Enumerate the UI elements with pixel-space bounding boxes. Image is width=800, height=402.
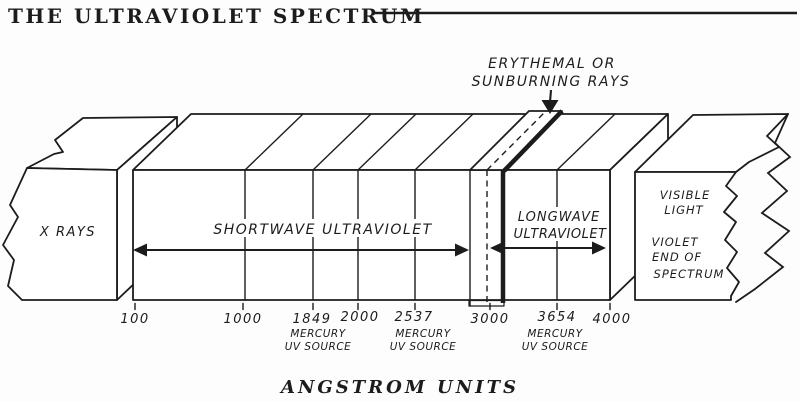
visible-light-block: VISIBLE LIGHT VIOLET END OF SPECTRUM [634, 113, 792, 303]
mercury-note-3654-line1: MERCURY [527, 328, 583, 340]
mercury-note-1849-line2: UV SOURCE [285, 341, 352, 353]
shortwave-arrowhead-left-icon [133, 243, 147, 257]
erythemal-callout-line2: SUNBURNING RAYS [472, 74, 631, 90]
tick-label-100: 100 [120, 312, 149, 327]
xrays-front-face [2, 167, 118, 301]
xrays-label: X RAYS [39, 225, 96, 240]
visible-label-4: END OF [652, 250, 702, 264]
visible-label-3: VIOLET [651, 235, 698, 249]
visible-top-face [634, 113, 789, 173]
page-title: THE ULTRAVIOLET SPECTRUM [8, 4, 425, 28]
longwave-label-1: LONGWAVE [518, 210, 600, 225]
longwave-label-mask [514, 207, 606, 241]
header: THE ULTRAVIOLET SPECTRUM [8, 4, 797, 28]
shortwave-label: SHORTWAVE ULTRAVIOLET [213, 222, 432, 238]
erythemal-band [468, 109, 564, 307]
mercury-note-1849-line1: MERCURY [290, 328, 346, 340]
tick-label-4000: 4000 [592, 312, 631, 327]
erythemal-arrowhead-icon [541, 100, 559, 114]
longwave-region: LONGWAVE ULTRAVIOLET [490, 207, 607, 255]
mercury-note-2537-line2: UV SOURCE [390, 341, 457, 353]
erythemal-band-endcap [468, 299, 505, 307]
angstrom-scale: 100 1000 1849 2000 2537 3000 3654 4000 M… [120, 302, 631, 353]
tick-label-3000: 3000 [470, 312, 509, 327]
shortwave-arrowhead-right-icon [455, 243, 469, 257]
visible-label-1: VISIBLE [660, 188, 711, 202]
mercury-note-2537-line1: MERCURY [395, 328, 451, 340]
angstrom-units-label: ANGSTROM UNITS [279, 377, 519, 398]
spectrum-top-face [132, 113, 669, 171]
tick-label-3654: 3654 [537, 310, 576, 325]
tick-label-1849: 1849 [292, 312, 331, 327]
tick-marks [134, 302, 611, 311]
visible-torn-edge [735, 113, 792, 303]
erythemal-dashed-top [486, 111, 546, 171]
shortwave-label-mask [222, 219, 424, 237]
erythemal-thick-top [502, 109, 564, 173]
tick-label-1000: 1000 [223, 312, 262, 327]
erythemal-callout-line1: ERYTHEMAL OR [488, 56, 616, 72]
shortwave-region: SHORTWAVE ULTRAVIOLET [133, 219, 469, 257]
visible-label-5: SPECTRUM [654, 267, 725, 281]
erythemal-callout: ERYTHEMAL OR SUNBURNING RAYS [472, 56, 631, 114]
longwave-label-2: ULTRAVIOLET [514, 227, 608, 242]
mercury-note-3654-line2: UV SOURCE [522, 341, 589, 353]
longwave-arrowhead-left-icon [490, 241, 504, 255]
longwave-arrowhead-right-icon [592, 241, 606, 255]
tick-label-2000: 2000 [340, 310, 379, 325]
visible-front-face [634, 171, 740, 301]
visible-label-2: LIGHT [664, 203, 703, 217]
tick-label-2537: 2537 [394, 310, 433, 325]
